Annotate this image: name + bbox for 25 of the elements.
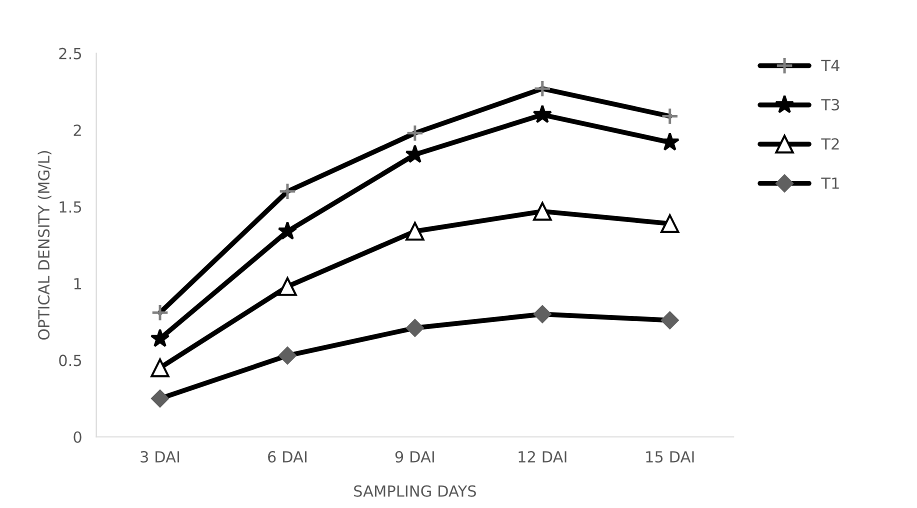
- legend-label: T4: [821, 60, 840, 72]
- point: [150, 328, 170, 348]
- x-tick-label: 9 DAI: [395, 451, 434, 463]
- legend-label: T1: [821, 178, 839, 189]
- point: [532, 104, 552, 124]
- y-tick-label: 1: [74, 278, 81, 290]
- x-tick-label: 3 DAI: [140, 451, 180, 463]
- y-tick-label: 0: [74, 431, 82, 443]
- y-tick-label: 1.5: [60, 201, 82, 213]
- y-tick-label: 0.5: [59, 354, 82, 366]
- x-tick-label: 6 DAI: [268, 451, 306, 463]
- y-axis-title: OPTICAL DENSITY (MG/L): [38, 151, 52, 340]
- y-tick-label: 2.5: [59, 48, 82, 60]
- legend-label: T3: [821, 98, 840, 110]
- point: [406, 222, 424, 241]
- point: [278, 221, 298, 240]
- point: [660, 214, 680, 234]
- x-tick-label: 12 DAI: [518, 451, 566, 462]
- point: [533, 202, 552, 221]
- x-axis-title: SAMPLING DAYS: [354, 485, 476, 497]
- x-tick-label: 15 DAI: [646, 451, 694, 463]
- point: [150, 358, 170, 378]
- legend-label: T2: [821, 138, 839, 150]
- point: [278, 277, 297, 296]
- y-tick-label: 2: [74, 124, 81, 136]
